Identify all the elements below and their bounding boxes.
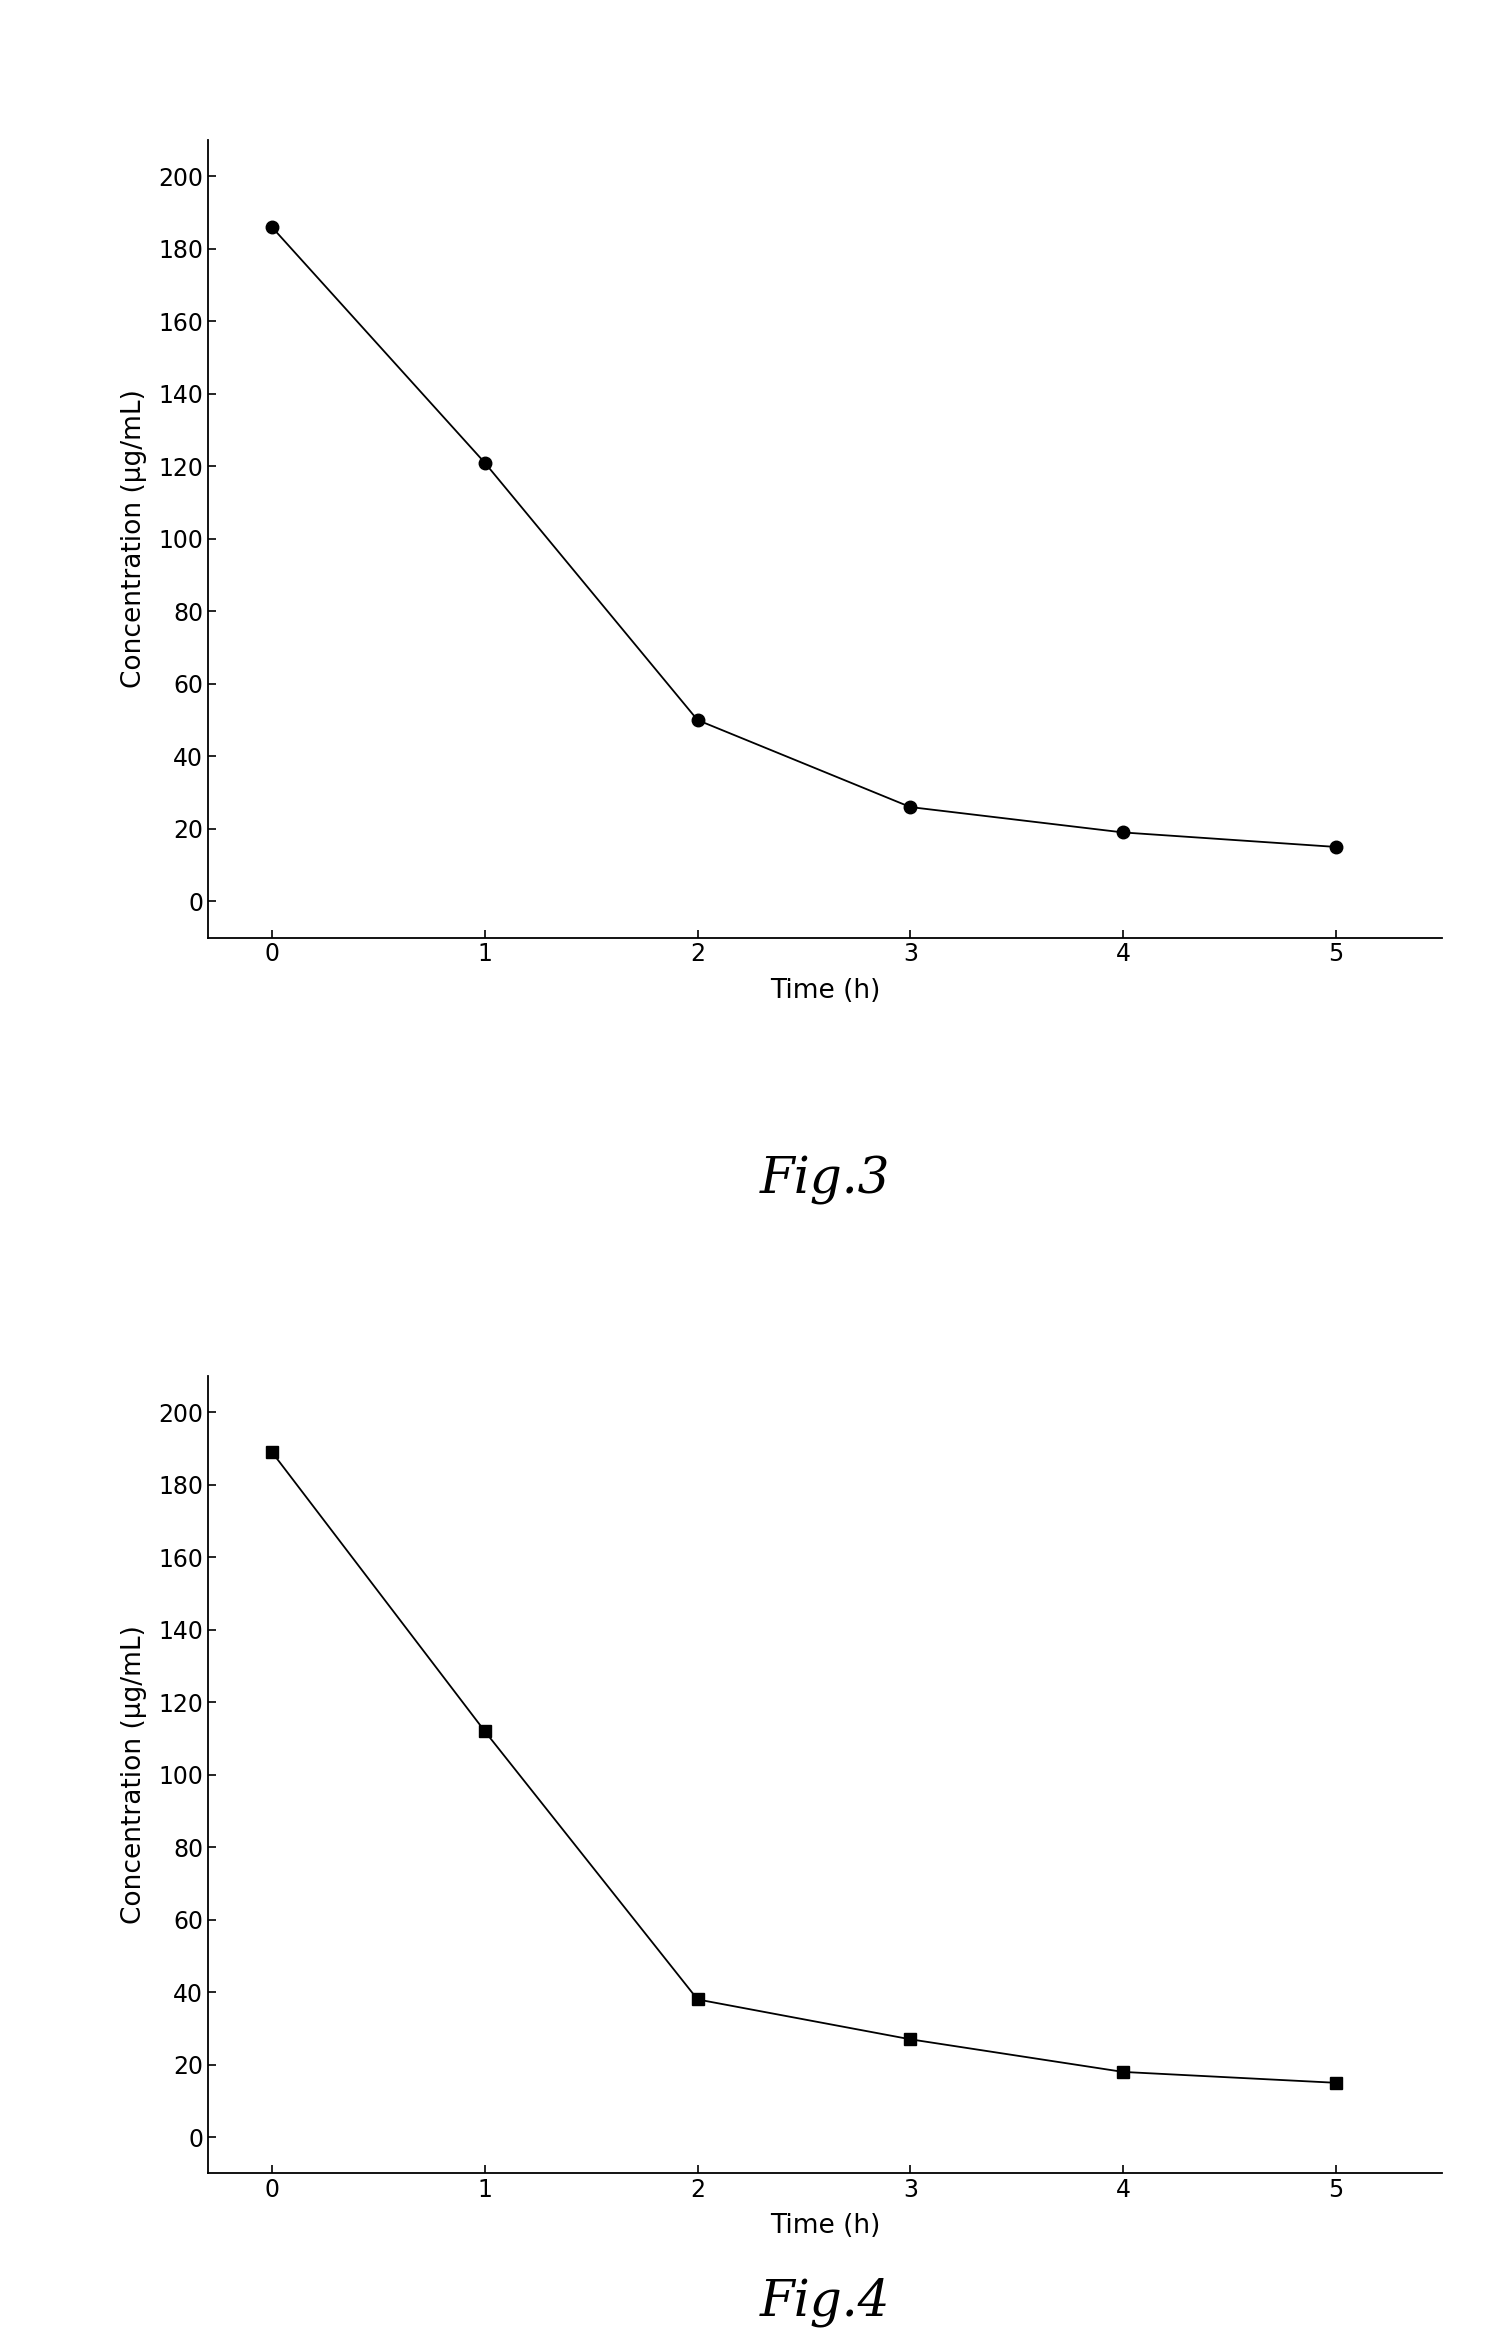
X-axis label: Time (h): Time (h) — [770, 2213, 880, 2239]
Text: Fig.3: Fig.3 — [760, 1154, 891, 1206]
Text: Fig.4: Fig.4 — [760, 2276, 891, 2328]
Y-axis label: Concentration (μg/mL): Concentration (μg/mL) — [122, 390, 147, 689]
X-axis label: Time (h): Time (h) — [770, 977, 880, 1003]
Y-axis label: Concentration (μg/mL): Concentration (μg/mL) — [122, 1624, 147, 1923]
